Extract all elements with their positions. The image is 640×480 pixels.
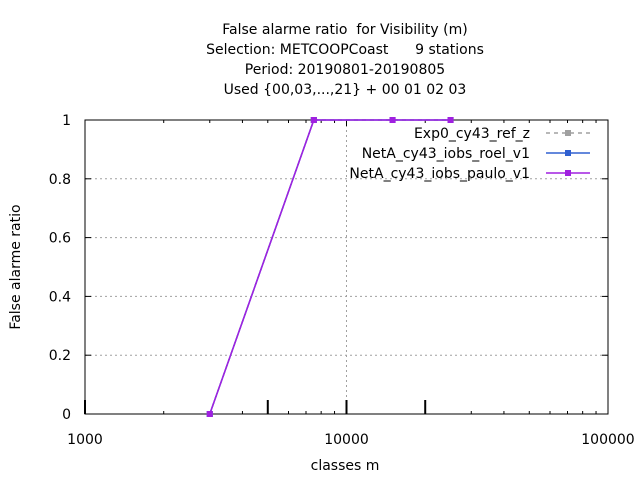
title-line: Used {00,03,...,21} + 00 01 02 03 <box>224 82 467 98</box>
legend-label: NetA_cy43_iobs_paulo_v1 <box>349 166 530 182</box>
y-tick-label: 0 <box>62 407 71 423</box>
series <box>206 117 454 417</box>
y-axis-label: False alarme ratio <box>8 204 24 329</box>
legend-marker <box>565 130 571 136</box>
legend: Exp0_cy43_ref_z NetA_cy43_iobs_roel_v1 Net… <box>349 126 590 182</box>
y-tick-label: 0.4 <box>49 289 71 305</box>
y-tick-label: 0.6 <box>49 231 71 247</box>
series-point-2 <box>447 117 454 123</box>
title-line: Selection: METCOOPCoast 9 stations <box>206 42 484 58</box>
class-marks <box>84 400 427 414</box>
chart-title: False alarme ratio for Visibility (m) Sel… <box>206 22 484 98</box>
y-tick-label: 1 <box>62 113 71 129</box>
axis-ticks: 0 0.2 0.4 0.6 0.8 1 1000 10000 100000 <box>49 113 635 448</box>
x-tick-label: 1000 <box>67 432 103 448</box>
legend-label: NetA_cy43_iobs_roel_v1 <box>362 146 530 162</box>
y-tick-label: 0.8 <box>49 172 71 188</box>
series-line-0 <box>209 119 451 415</box>
y-tick-label: 0.2 <box>49 348 71 364</box>
title-line: Period: 20190801-20190805 <box>245 62 445 78</box>
series-point-2 <box>206 411 213 417</box>
legend-marker <box>565 170 571 176</box>
legend-marker <box>565 150 571 156</box>
grid <box>85 120 608 414</box>
series-point-2 <box>389 117 396 123</box>
series-line-1 <box>209 119 451 415</box>
legend-label: Exp0_cy43_ref_z <box>414 126 530 142</box>
x-axis-label: classes m <box>311 458 380 474</box>
series-point-2 <box>310 117 317 123</box>
x-tick-label: 10000 <box>324 432 369 448</box>
title-line: False alarme ratio for Visibility (m) <box>222 22 467 38</box>
series-line-2 <box>209 119 451 415</box>
x-tick-label: 100000 <box>581 432 634 448</box>
